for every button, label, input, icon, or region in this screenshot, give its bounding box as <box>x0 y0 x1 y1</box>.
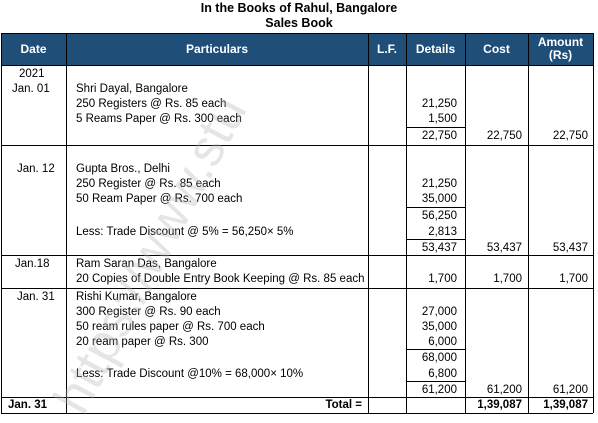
entry-detail: 2,813 <box>428 226 457 238</box>
total-cost: 1,39,087 <box>477 399 522 411</box>
details-subtotal-line <box>406 239 465 240</box>
entry-line: 50 ream rules paper @ Rs. 700 each <box>76 321 265 333</box>
row-divider <box>1 255 593 256</box>
header-details: Details <box>406 33 465 65</box>
column-border <box>368 33 369 413</box>
entry-subtotal: 61,200 <box>421 384 457 396</box>
header-lf: L.F. <box>368 33 406 65</box>
page-title: In the Books of Rahul, Bangalore <box>200 1 398 15</box>
header-cost: Cost <box>465 33 528 65</box>
entry-line: 20 Copies of Double Entry Book Keeping @… <box>76 273 365 285</box>
row-divider <box>1 397 593 398</box>
column-border <box>465 33 466 413</box>
page-subtitle: Sales Book <box>265 16 333 30</box>
entry-detail: 35,000 <box>421 321 457 333</box>
entry-detail: 6,800 <box>428 368 457 380</box>
entry-amount: 53,437 <box>552 242 588 254</box>
entry-date: Jan.18 <box>15 258 50 270</box>
entry-detail: 6,000 <box>428 336 457 348</box>
entry-amount: 1,700 <box>559 273 588 285</box>
row-divider <box>1 145 593 146</box>
entry-detail: 27,000 <box>421 306 457 318</box>
entry-line: 20 ream paper @ Rs. 300 <box>76 336 209 348</box>
entry-detail: 56,250 <box>421 210 457 222</box>
entry-date: Jan. 31 <box>17 291 55 303</box>
details-subtotal-line <box>406 127 465 128</box>
entry-detail: 35,000 <box>421 193 457 205</box>
table-bottom-border <box>1 413 593 414</box>
row-divider <box>1 288 593 289</box>
entry-party: Rishi Kumar, Bangalore <box>76 291 197 303</box>
entry-cost: 22,750 <box>486 130 522 142</box>
entry-detail: 1,700 <box>428 273 457 285</box>
entry-party: Gupta Bros., Delhi <box>76 163 170 175</box>
entry-detail: 1,500 <box>428 113 457 125</box>
header-bottom-border <box>1 65 593 66</box>
total-amount: 1,39,087 <box>543 399 588 411</box>
entry-party: Ram Saran Das, Bangalore <box>76 258 217 270</box>
entry-cost: 1,700 <box>493 273 522 285</box>
entry-amount: 61,200 <box>552 384 588 396</box>
entry-date: Jan. 12 <box>17 163 55 175</box>
entry-line: 250 Register @ Rs. 85 each <box>76 178 221 190</box>
entry-cost: 53,437 <box>486 242 522 254</box>
column-border <box>406 33 407 413</box>
header-particulars: Particulars <box>66 33 368 65</box>
column-border <box>1 33 2 413</box>
entry-detail: 68,000 <box>421 352 457 364</box>
entry-detail: 21,250 <box>421 98 457 110</box>
entry-amount: 22,750 <box>552 130 588 142</box>
entry-subtotal: 22,750 <box>421 130 457 142</box>
entry-line: 250 Registers @ Rs. 85 each <box>76 98 227 110</box>
entry-line: 50 Ream Paper @ Rs. 700 each <box>76 193 243 205</box>
header-date: Date <box>1 33 66 65</box>
entry-line: Less: Trade Discount @10% = 68,000× 10% <box>76 368 304 380</box>
entry-cost: 61,200 <box>486 384 522 396</box>
entry-line: 5 Reams Paper @ Rs. 300 each <box>76 113 242 125</box>
total-date: Jan. 31 <box>8 399 47 411</box>
details-subtotal-line <box>406 207 465 208</box>
entry-date: Jan. 01 <box>12 83 50 95</box>
entry-line: Less: Trade Discount @ 5% = 56,250× 5% <box>76 226 294 238</box>
column-border <box>66 33 67 413</box>
column-border <box>528 33 529 413</box>
details-subtotal-line <box>406 349 465 350</box>
total-label: Total = <box>325 399 362 411</box>
column-border <box>593 33 594 413</box>
entry-detail: 21,250 <box>421 178 457 190</box>
header-amount: Amount (Rs) <box>528 33 593 65</box>
entry-date-year: 2021 <box>19 68 45 80</box>
entry-subtotal: 53,437 <box>421 242 457 254</box>
details-subtotal-line <box>406 381 465 382</box>
entry-line: 300 Register @ Rs. 90 each <box>76 306 221 318</box>
entry-party: Shri Dayal, Bangalore <box>76 83 188 95</box>
table-top-border <box>1 33 593 34</box>
